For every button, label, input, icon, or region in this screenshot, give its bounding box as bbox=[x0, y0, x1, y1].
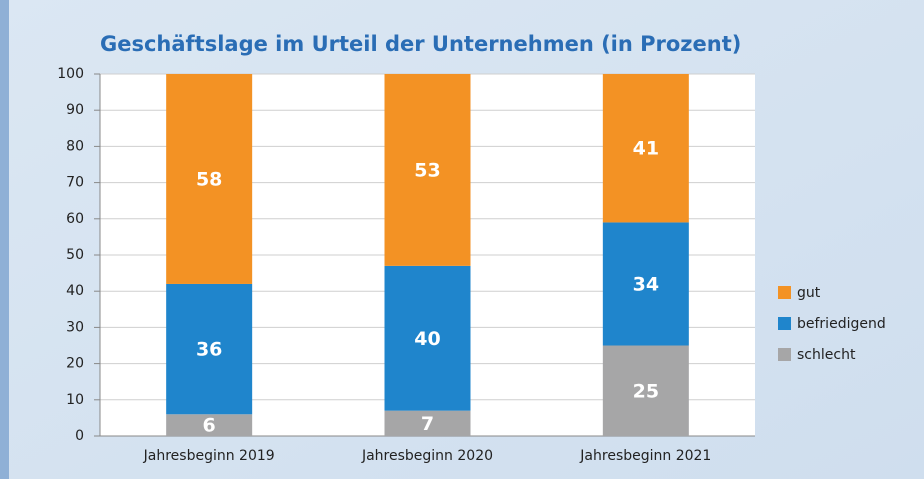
y-tick-label: 40 bbox=[66, 283, 84, 299]
data-label: 58 bbox=[196, 168, 222, 190]
bar-segment bbox=[602, 74, 689, 223]
bar-segment bbox=[166, 414, 253, 436]
y-tick-label: 30 bbox=[66, 319, 84, 335]
legend-label: gut bbox=[797, 285, 821, 301]
y-tick-label: 100 bbox=[57, 66, 84, 82]
bar-segment bbox=[602, 222, 689, 346]
data-label: 36 bbox=[196, 339, 222, 361]
y-tick-label: 80 bbox=[66, 138, 84, 154]
data-label: 40 bbox=[414, 328, 440, 350]
bar-segment bbox=[166, 74, 253, 284]
y-tick-label: 0 bbox=[75, 428, 84, 444]
chart-title: Geschäftslage im Urteil der Unternehmen … bbox=[100, 32, 741, 56]
x-tick-label: Jahresbeginn 2019 bbox=[143, 448, 275, 464]
y-tick-label: 90 bbox=[66, 102, 84, 118]
data-label: 25 bbox=[633, 380, 659, 402]
legend-label: schlecht bbox=[797, 347, 856, 363]
data-label: 41 bbox=[633, 138, 659, 160]
y-tick-label: 50 bbox=[66, 247, 84, 263]
x-tick-label: Jahresbeginn 2020 bbox=[361, 448, 493, 464]
legend-swatch bbox=[778, 348, 791, 361]
bar-segment bbox=[602, 345, 689, 436]
data-label: 7 bbox=[421, 413, 434, 435]
data-label: 53 bbox=[414, 159, 440, 181]
y-tick-label: 70 bbox=[66, 175, 84, 191]
y-tick-label: 10 bbox=[66, 392, 84, 408]
y-tick-label: 20 bbox=[66, 356, 84, 372]
x-tick-label: Jahresbeginn 2021 bbox=[579, 448, 711, 464]
y-tick-label: 60 bbox=[66, 211, 84, 227]
left-stripe bbox=[0, 0, 9, 479]
legend-label: befriedigend bbox=[797, 316, 886, 332]
legend-swatch bbox=[778, 286, 791, 299]
data-label: 6 bbox=[203, 415, 216, 437]
bar-segment bbox=[384, 265, 471, 411]
data-label: 34 bbox=[633, 273, 659, 295]
bar-segment bbox=[166, 283, 253, 415]
bar-segment bbox=[384, 410, 471, 436]
bar-segment bbox=[384, 74, 471, 266]
legend-swatch bbox=[778, 317, 791, 330]
